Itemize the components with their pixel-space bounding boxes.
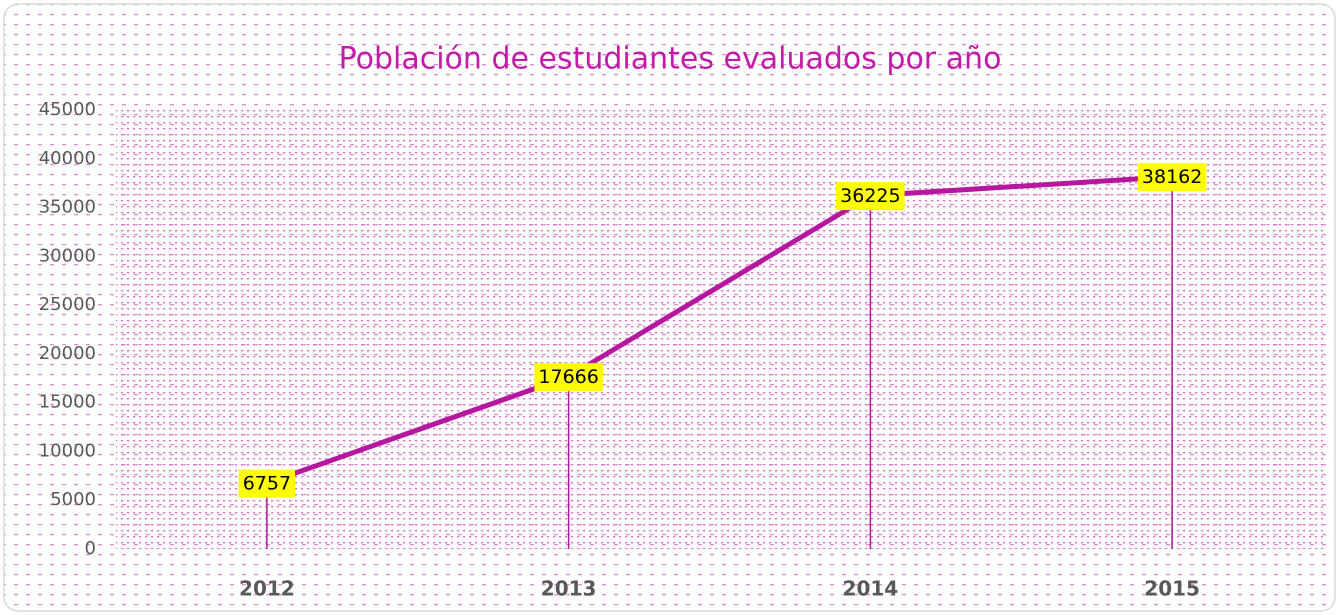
y-tick-label: 45000	[39, 99, 96, 120]
data-label-box	[534, 363, 603, 392]
data-label: 36225	[840, 185, 900, 207]
y-tick-label: 25000	[39, 294, 96, 315]
line	[266, 174, 1173, 486]
y-tick-label: 30000	[39, 245, 96, 266]
data-label-box	[1137, 163, 1207, 192]
y-tick-label: 5000	[50, 489, 96, 510]
y-tick-label: 40000	[39, 148, 96, 169]
y-tick-label: 15000	[39, 392, 96, 413]
x-tick-label: 2012	[239, 577, 295, 601]
chart-title: Población de estudiantes evaluados por a…	[339, 42, 1002, 77]
y-tick-label: 35000	[39, 197, 96, 218]
y-tick-label: 10000	[39, 440, 96, 461]
x-tick-label: 2013	[541, 577, 597, 601]
data-label: 38162	[1142, 166, 1202, 188]
data-label-box	[238, 469, 296, 498]
x-tick-label: 2015	[1144, 577, 1200, 601]
plot-area	[116, 110, 1323, 549]
x-tick-label: 2014	[843, 577, 899, 601]
data-label: 6757	[243, 473, 291, 495]
data-label-box	[836, 182, 905, 211]
y-tick-label: 0	[85, 538, 96, 559]
data-label: 17666	[538, 366, 598, 388]
y-tick-label: 20000	[39, 343, 96, 364]
